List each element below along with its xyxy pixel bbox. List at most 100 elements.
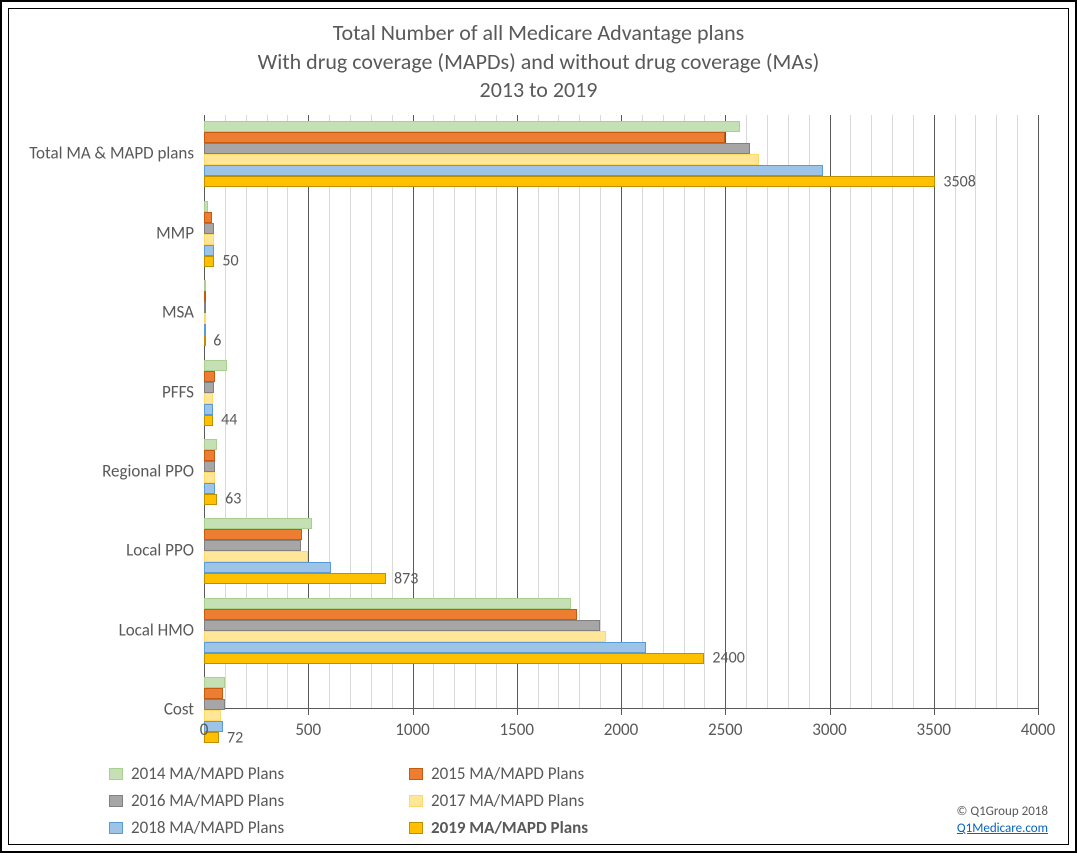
bar [204, 598, 571, 609]
x-tick-mark [1038, 709, 1039, 715]
bar [204, 404, 213, 415]
y-tick-label: MSA [29, 304, 204, 323]
credit-link[interactable]: Q1Medicare.com [957, 821, 1048, 836]
x-tick-label: 1500 [500, 719, 534, 740]
legend-swatch [109, 822, 123, 834]
bar [204, 154, 759, 165]
legend-swatch [109, 795, 123, 807]
bar [204, 562, 331, 573]
legend-item: 2014 MA/MAPD Plans [109, 763, 369, 784]
legend-label: 2015 MA/MAPD Plans [431, 763, 584, 784]
bar [204, 201, 208, 212]
bar [204, 212, 212, 223]
bar [204, 302, 206, 313]
bar [204, 223, 214, 234]
legend-label: 2018 MA/MAPD Plans [131, 817, 284, 838]
y-tick-label: Local PPO [29, 542, 204, 561]
y-tick-label: Cost [29, 701, 204, 720]
category-group: 2400 [204, 598, 1038, 664]
x-tick-label: 500 [295, 719, 321, 740]
bar [204, 518, 312, 529]
x-tick-label: 2000 [604, 719, 638, 740]
bar [204, 393, 213, 404]
plot-region: 35085064463873240072 [204, 115, 1038, 709]
bar [204, 371, 215, 382]
legend-item: 2017 MA/MAPD Plans [409, 790, 669, 811]
bar [204, 335, 206, 346]
y-tick-label: Total MA & MAPD plans [29, 145, 204, 164]
legend-item: 2018 MA/MAPD Plans [109, 817, 369, 838]
bar [204, 121, 740, 132]
x-tick-label: 2500 [708, 719, 742, 740]
bar [204, 642, 646, 653]
bar [204, 483, 215, 494]
bar [204, 631, 606, 642]
legend-swatch [109, 768, 123, 780]
x-tick-labels: 05001000150020002500300035004000 [204, 709, 1038, 759]
title-line1: Total Number of all Medicare Advantage p… [9, 19, 1068, 48]
bar [204, 132, 725, 143]
bar-value-label: 44 [221, 411, 237, 430]
legend-swatch [409, 795, 423, 807]
category-group: 873 [204, 518, 1038, 584]
inner-frame: Total Number of all Medicare Advantage p… [8, 8, 1069, 845]
legend-label: 2014 MA/MAPD Plans [131, 763, 284, 784]
bar [204, 529, 302, 540]
category-group: 6 [204, 280, 1038, 346]
legend-label: 2019 MA/MAPD Plans [431, 817, 588, 838]
category-group: 63 [204, 439, 1038, 505]
legend-swatch [409, 768, 423, 780]
category-group: 3508 [204, 121, 1038, 187]
gridline-major [1038, 115, 1039, 709]
category-group: 50 [204, 201, 1038, 267]
bar-value-label: 2400 [712, 649, 744, 668]
bar [204, 540, 301, 551]
legend-item: 2019 MA/MAPD Plans [409, 817, 669, 838]
bar [204, 256, 214, 267]
x-tick-label: 0 [200, 719, 209, 740]
bar [204, 313, 206, 324]
bar [204, 677, 225, 688]
title-line2: With drug coverage (MAPDs) and without d… [9, 48, 1068, 77]
legend-item: 2016 MA/MAPD Plans [109, 790, 369, 811]
legend-item: 2015 MA/MAPD Plans [409, 763, 669, 784]
copyright-text: © Q1Group 2018 [957, 804, 1048, 819]
chart-title: Total Number of all Medicare Advantage p… [9, 9, 1068, 109]
bar [204, 415, 213, 426]
bar [204, 688, 223, 699]
bar-value-label: 873 [394, 569, 418, 588]
chart-area: 35085064463873240072 Total MA & MAPD pla… [29, 115, 1048, 759]
bar-value-label: 50 [222, 252, 238, 271]
x-tick-label: 4000 [1021, 719, 1055, 740]
bar [204, 291, 206, 302]
bar-value-label: 3508 [943, 172, 975, 191]
bar-value-label: 6 [213, 331, 221, 350]
bar [204, 472, 215, 483]
bar [204, 551, 308, 562]
y-tick-label: Local HMO [29, 621, 204, 640]
bar [204, 382, 214, 393]
bar [204, 609, 577, 620]
bar [204, 653, 704, 664]
bar [204, 360, 227, 371]
bar [204, 494, 217, 505]
legend-row: 2014 MA/MAPD Plans 2015 MA/MAPD Plans 2016… [9, 759, 1068, 844]
credit-block: © Q1Group 2018 Q1Medicare.com [908, 804, 1048, 838]
bar [204, 234, 214, 245]
legend-label: 2017 MA/MAPD Plans [431, 790, 584, 811]
bar [204, 573, 386, 584]
x-tick-label: 3500 [917, 719, 951, 740]
legend: 2014 MA/MAPD Plans 2015 MA/MAPD Plans 2016… [29, 763, 908, 838]
bar-value-label: 63 [225, 490, 241, 509]
bar [204, 280, 206, 291]
category-group: 44 [204, 360, 1038, 426]
bar [204, 324, 206, 335]
bar [204, 461, 215, 472]
y-tick-label: Regional PPO [29, 463, 204, 482]
bar [204, 620, 600, 631]
bar [204, 176, 935, 187]
legend-label: 2016 MA/MAPD Plans [131, 790, 284, 811]
bar-groups: 35085064463873240072 [204, 115, 1038, 709]
bar [204, 245, 214, 256]
y-tick-label: PFFS [29, 383, 204, 402]
